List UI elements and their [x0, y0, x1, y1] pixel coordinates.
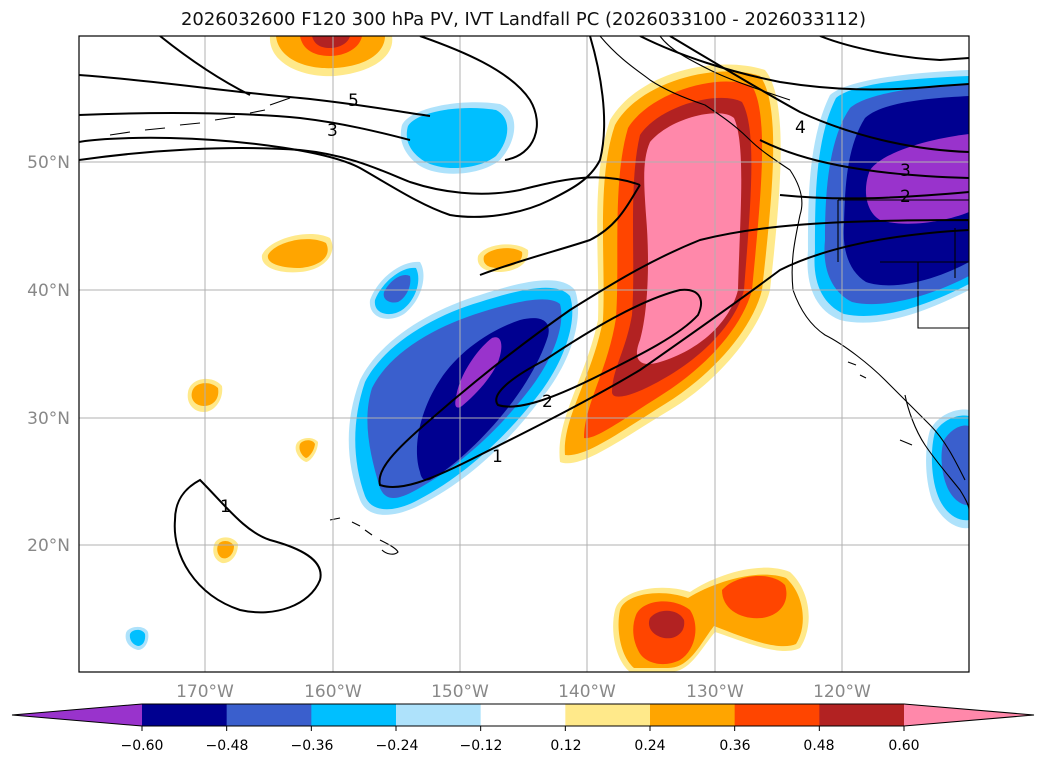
colorbar-tick-label: 0.36: [719, 738, 750, 754]
colorbar-segment: [819, 704, 905, 726]
colorbar-segment: [226, 704, 312, 726]
colorbar-tick-label: −0.24: [376, 738, 419, 754]
contour-labels: 5 3 4 3 2 2 1 1: [220, 91, 911, 517]
lon-label: 140°W: [558, 682, 616, 702]
coastlines: [109, 36, 969, 555]
contour-label: 1: [220, 497, 231, 517]
contour-2: [495, 288, 702, 408]
map-title: 2026032600 F120 300 hPa PV, IVT Landfall…: [180, 9, 867, 30]
gridlines: [79, 36, 969, 672]
colorbar-segment: [142, 704, 228, 726]
lat-label: 50°N: [27, 153, 70, 173]
colorbar-extend-min: [12, 704, 142, 726]
colorbar-segment: [734, 704, 820, 726]
lat-label: 20°N: [27, 536, 70, 556]
contour-label: 2: [900, 187, 911, 207]
colorbar-tick-labels: −0.60 −0.48 −0.36 −0.24 −0.12 0.12 0.24 …: [121, 738, 920, 754]
lon-label: 130°W: [686, 682, 744, 702]
colorbar-segment: [396, 704, 482, 726]
colorbar-segment: [565, 704, 651, 726]
plot-frame: [78, 35, 970, 673]
colorbar-segment: [480, 704, 566, 726]
colorbar-tick-label: −0.12: [460, 738, 503, 754]
lat-label: 40°N: [27, 281, 70, 301]
colorbar-tick-label: 0.12: [550, 738, 581, 754]
colorbar-tick-label: 0.24: [634, 738, 665, 754]
contour-label: 1: [492, 447, 503, 467]
longitude-labels: 170°W 160°W 150°W 140°W 130°W 120°W: [176, 682, 871, 702]
contour-label: 4: [795, 118, 806, 138]
contour-label: 3: [327, 121, 338, 141]
lon-label: 120°W: [813, 682, 871, 702]
lat-label: 30°N: [27, 409, 70, 429]
colorbar-tick-label: −0.36: [291, 738, 334, 754]
contour-label: 3: [900, 161, 911, 181]
colorbar: [11, 703, 1035, 731]
colorbar-tick-label: 0.60: [888, 738, 919, 754]
lon-label: 170°W: [176, 682, 234, 702]
pv-shading: [125, 36, 969, 672]
colorbar-tick-label: −0.60: [121, 738, 164, 754]
contour-label: 5: [348, 91, 359, 111]
colorbar-tick-label: −0.48: [206, 738, 249, 754]
contour-label: 2: [542, 392, 553, 412]
lon-label: 160°W: [304, 682, 362, 702]
colorbar-segment: [311, 704, 397, 726]
colorbar-extend-max: [904, 704, 1034, 726]
latitude-labels: 50°N 40°N 30°N 20°N: [27, 153, 70, 556]
colorbar-segment: [650, 704, 736, 726]
contour-1-lower: [173, 478, 322, 614]
colorbar-tick-label: 0.48: [803, 738, 834, 754]
lon-label: 150°W: [431, 682, 489, 702]
